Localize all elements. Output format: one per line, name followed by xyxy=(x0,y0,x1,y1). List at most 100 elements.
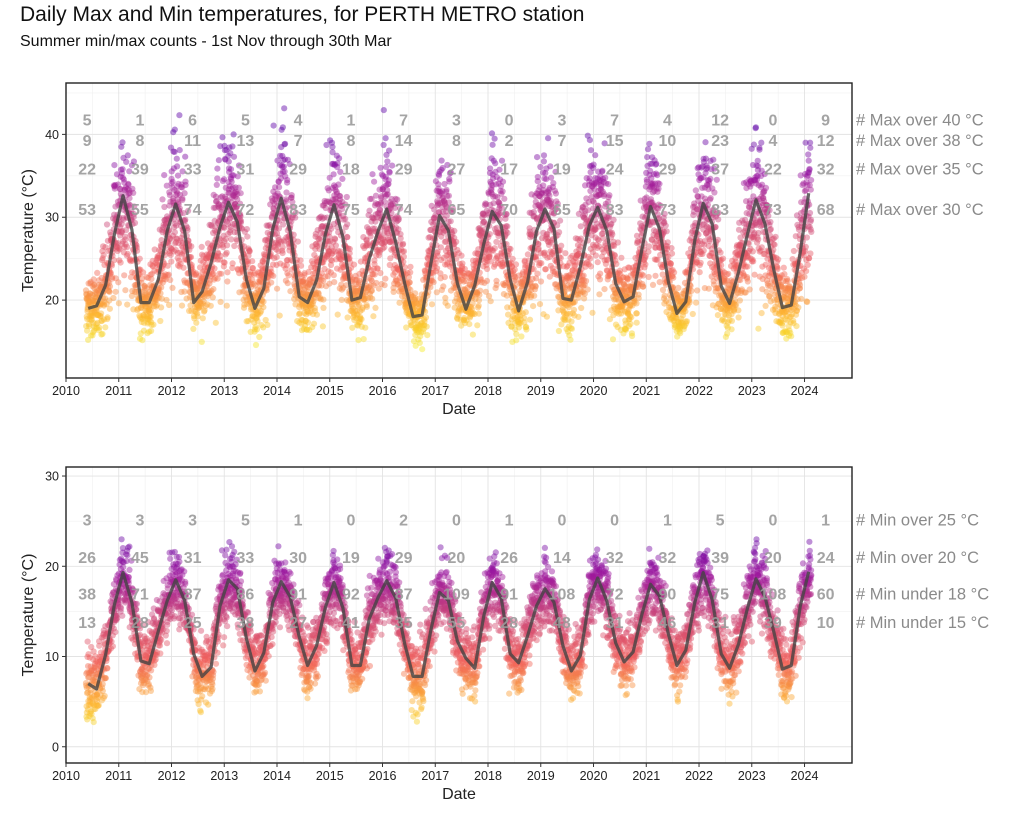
scatter-point xyxy=(99,330,106,337)
scatter-point xyxy=(99,257,106,264)
scatter-point xyxy=(633,319,640,326)
scatter-point xyxy=(209,294,216,301)
scatter-point xyxy=(210,286,217,293)
scatter-point xyxy=(509,255,516,262)
scatter-point xyxy=(390,288,397,295)
scatter-point xyxy=(105,287,112,294)
scatter-point xyxy=(229,260,236,267)
scatter-point xyxy=(661,292,668,299)
scatter-point xyxy=(228,178,235,185)
scatter-point xyxy=(518,333,525,340)
scatter-point xyxy=(499,188,506,195)
scatter-point xyxy=(174,163,181,170)
scatter-point xyxy=(447,218,454,225)
scatter-point xyxy=(334,311,341,318)
scatter-point xyxy=(89,297,96,304)
scatter-point xyxy=(491,245,498,252)
scatter-point xyxy=(310,320,318,327)
scatter-point xyxy=(350,261,358,268)
chart-title: Daily Max and Min temperatures, for PERT… xyxy=(20,3,585,26)
scatter-point xyxy=(87,299,94,306)
scatter-point xyxy=(380,107,387,114)
scatter-point xyxy=(93,321,100,328)
scatter-point xyxy=(136,255,143,262)
scatter-point xyxy=(793,323,800,330)
scatter-point xyxy=(95,327,102,334)
scatter-point xyxy=(540,152,548,159)
scatter-point xyxy=(587,263,595,270)
scatter-point xyxy=(110,294,117,302)
scatter-point xyxy=(397,235,404,242)
scatter-point xyxy=(124,243,131,251)
scatter-point xyxy=(171,126,178,133)
scatter-point xyxy=(545,135,552,142)
scatter-point xyxy=(416,339,423,346)
scatter-point xyxy=(728,326,735,333)
scatter-point xyxy=(440,283,447,290)
scatter-point xyxy=(366,207,373,214)
scatter-point xyxy=(98,317,105,324)
scatter-point xyxy=(288,192,295,199)
scatter-point xyxy=(735,307,742,314)
scatter-point xyxy=(86,290,93,297)
scatter-point xyxy=(504,223,511,230)
scatter-point xyxy=(484,265,491,273)
scatter-point xyxy=(332,242,339,249)
scatter-point xyxy=(652,272,659,279)
scatter-point xyxy=(453,238,460,245)
scatter-point xyxy=(115,279,122,286)
scatter-point xyxy=(717,249,724,256)
scatter-point xyxy=(377,270,384,277)
scatter-point xyxy=(407,263,414,270)
scatter-point xyxy=(104,314,111,321)
scatter-point xyxy=(668,250,676,257)
scatter-point xyxy=(270,122,277,129)
scatter-point xyxy=(618,254,625,261)
scatter-point xyxy=(614,239,622,246)
scatter-point xyxy=(100,316,108,323)
scatter-point xyxy=(165,271,172,278)
scatter-point xyxy=(88,311,96,318)
scatter-point xyxy=(645,273,652,281)
scatter-point xyxy=(369,295,376,302)
scatter-point xyxy=(106,305,113,312)
scatter-point xyxy=(218,270,225,277)
scatter-point xyxy=(93,324,101,331)
scatter-point xyxy=(700,247,707,254)
scatter-point xyxy=(285,272,292,279)
scatter-point xyxy=(702,139,709,146)
scatter-point xyxy=(744,278,751,285)
scatter-point xyxy=(304,319,311,326)
scatter-point xyxy=(755,325,762,332)
scatter-point xyxy=(693,299,700,306)
scatter-point xyxy=(335,181,342,188)
scatter-point xyxy=(86,323,93,330)
scatter-point xyxy=(89,332,96,339)
scatter-point xyxy=(358,316,365,323)
scatter-point xyxy=(243,226,250,233)
scatter-point xyxy=(705,285,712,292)
scatter-point xyxy=(223,302,230,309)
scatter-point xyxy=(219,134,226,141)
scatter-point xyxy=(382,135,389,142)
scatter-point xyxy=(166,301,173,309)
scatter-point xyxy=(644,146,652,153)
scatter-point xyxy=(714,312,722,319)
scatter-point xyxy=(101,298,108,305)
scatter-point xyxy=(279,244,286,251)
scatter-point xyxy=(279,249,286,257)
scatter-point xyxy=(664,239,671,246)
scatter-point xyxy=(594,259,601,266)
scatter-point xyxy=(88,317,95,324)
scatter-point xyxy=(106,297,113,304)
scatter-point xyxy=(96,286,103,293)
scatter-point xyxy=(124,250,131,257)
scatter-point xyxy=(98,331,105,338)
scatter-point xyxy=(147,313,154,320)
scatter-point xyxy=(423,323,430,330)
scatter-point xyxy=(85,294,92,301)
scatter-point xyxy=(313,311,320,318)
scatter-point xyxy=(161,172,168,179)
scatter-point xyxy=(371,271,378,278)
scatter-point xyxy=(215,157,222,164)
